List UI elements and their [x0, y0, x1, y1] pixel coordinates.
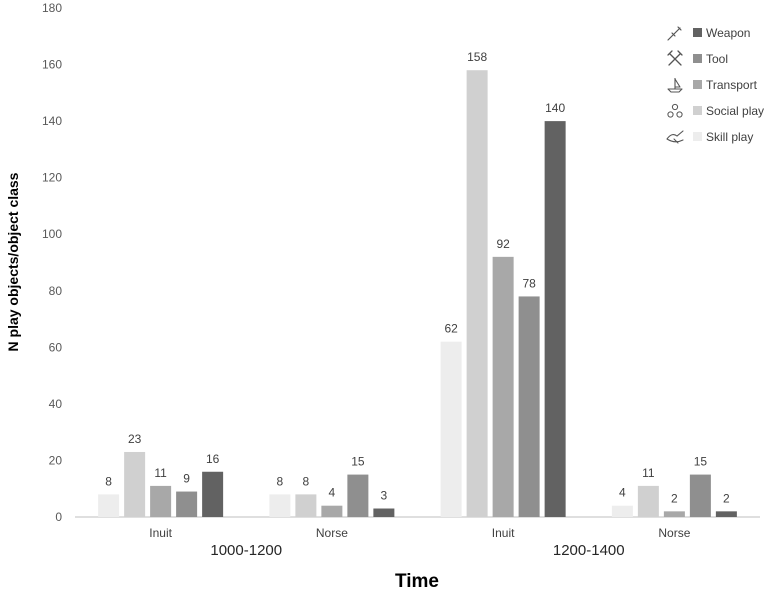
- bar-tool: [689, 474, 711, 517]
- legend: Weapon Tool Transport Social play Skill play: [666, 26, 764, 144]
- data-label: 8: [277, 474, 284, 488]
- y-tick-label: 20: [49, 453, 63, 467]
- legend-label: Transport: [706, 78, 758, 92]
- data-label: 140: [545, 101, 565, 115]
- social-play-icon: [667, 103, 683, 118]
- tool-icon: [667, 50, 683, 66]
- bar-transport: [663, 511, 685, 517]
- legend-swatch: [693, 54, 702, 63]
- data-label: 62: [444, 322, 458, 336]
- y-tick-label: 180: [42, 1, 62, 15]
- y-tick-label: 80: [49, 284, 63, 298]
- category-label: Norse: [658, 526, 690, 540]
- bar-tool: [176, 491, 198, 517]
- legend-swatch: [693, 132, 702, 141]
- data-label: 2: [723, 491, 730, 505]
- y-tick-label: 60: [49, 340, 63, 354]
- data-label: 158: [467, 50, 487, 64]
- data-label: 2: [671, 491, 678, 505]
- bar-tool: [347, 474, 369, 517]
- group-label: 1000-1200: [210, 542, 282, 559]
- data-labels: 8 23 11 9 16 8 8 4 15 3 62 158 92 78 140 4 11 2 15 2: [105, 50, 730, 505]
- data-label: 78: [522, 276, 536, 290]
- category-label: Inuit: [492, 526, 515, 540]
- bar-social-play: [295, 494, 317, 517]
- bar-skill-play: [98, 494, 120, 517]
- y-tick-label: 100: [42, 227, 62, 241]
- data-label: 15: [694, 455, 708, 469]
- bar-weapon: [202, 471, 224, 517]
- data-label: 3: [381, 489, 388, 503]
- y-tick-label: 40: [49, 397, 63, 411]
- data-label: 4: [619, 486, 626, 500]
- bar-transport: [321, 505, 343, 517]
- group-label: 1200-1400: [553, 542, 625, 559]
- legend-label: Tool: [706, 52, 728, 66]
- bar-transport: [492, 256, 514, 517]
- category-label: Inuit: [149, 526, 172, 540]
- bar-weapon: [373, 508, 395, 517]
- legend-swatch: [693, 106, 702, 115]
- bar-transport: [150, 485, 172, 517]
- data-label: 15: [351, 455, 365, 469]
- bar-social-play: [466, 70, 488, 517]
- legend-label: Skill play: [706, 130, 753, 144]
- bar-social-play: [124, 451, 146, 517]
- data-label: 16: [206, 452, 220, 466]
- category-labels: Inuit Norse Inuit Norse: [149, 526, 690, 540]
- data-label: 4: [329, 486, 336, 500]
- skill-play-icon: [666, 130, 684, 144]
- bar-skill-play: [269, 494, 291, 517]
- legend-swatch: [693, 28, 702, 37]
- data-label: 11: [154, 466, 167, 480]
- legend-label: Weapon: [706, 26, 750, 40]
- data-label: 8: [303, 474, 310, 488]
- legend-swatch: [693, 80, 702, 89]
- bar-social-play: [637, 485, 659, 517]
- bar-skill-play: [611, 505, 633, 517]
- bar-weapon: [544, 121, 566, 517]
- y-tick-label: 120: [42, 171, 62, 185]
- data-label: 8: [105, 474, 112, 488]
- y-tick-label: 0: [55, 510, 62, 524]
- y-tick-label: 160: [42, 58, 62, 72]
- legend-label: Social play: [706, 104, 764, 118]
- transport-icon: [667, 78, 683, 93]
- y-tick-label: 140: [42, 114, 62, 128]
- data-label: 11: [642, 466, 655, 480]
- y-axis-ticks: 0 20 40 60 80 100 120 140 160 180: [42, 1, 62, 524]
- bars: [98, 70, 737, 517]
- data-label: 92: [496, 237, 510, 251]
- bar-skill-play: [440, 341, 462, 517]
- bar-tool: [518, 296, 540, 517]
- category-label: Norse: [316, 526, 348, 540]
- weapon-icon: [667, 26, 682, 41]
- y-axis-title: N play objects/object class: [5, 172, 21, 351]
- data-label: 23: [128, 432, 142, 446]
- bar-weapon: [715, 511, 737, 517]
- x-axis-title: Time: [395, 571, 439, 592]
- data-label: 9: [183, 472, 190, 486]
- group-labels: 1000-1200 1200-1400: [210, 542, 624, 559]
